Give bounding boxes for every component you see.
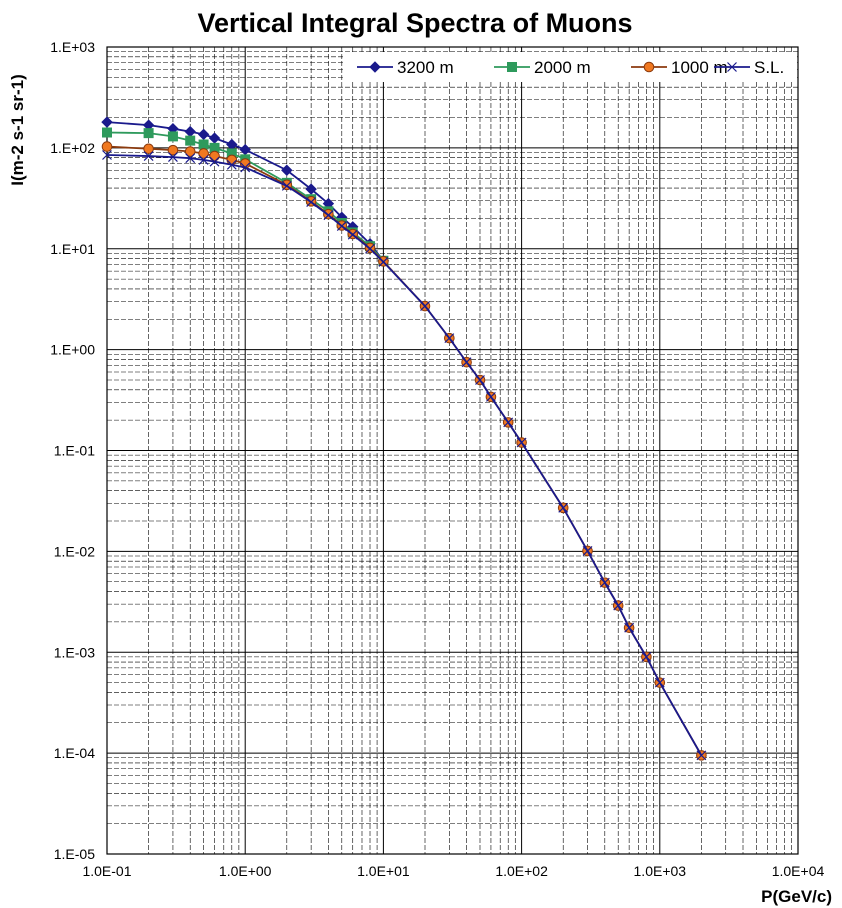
data-point-s-l: [641, 651, 652, 662]
data-point-2000-m: [143, 128, 154, 139]
data-point-s-l: [624, 622, 635, 633]
data-point-s-l: [654, 677, 665, 688]
x-tick-label: 1.0E+04: [772, 863, 825, 879]
plot-area-frame: [106, 46, 799, 855]
data-point-1000-m: [101, 141, 113, 152]
data-point-2000-m: [167, 131, 178, 142]
data-point-1000-m: [209, 150, 220, 162]
legend-marker-s-l: [727, 62, 737, 72]
y-tick-label: 1.E+03: [50, 39, 95, 55]
data-point-3200-m: [239, 143, 251, 156]
data-point-s-l: [599, 577, 610, 588]
data-point-s-l: [516, 437, 527, 448]
x-tick-label: 1.0E+01: [357, 863, 410, 879]
data-point-s-l: [336, 221, 347, 231]
data-point-1000-m: [143, 143, 154, 155]
data-point-s-l: [461, 357, 472, 368]
x-tick-label: 1.0E+02: [495, 863, 548, 879]
data-point-3200-m: [184, 125, 196, 138]
data-point-s-l: [240, 162, 251, 173]
chart-title: Vertical Integral Spectra of Muons: [197, 8, 632, 38]
data-point-3200-m: [101, 116, 113, 128]
legend-item-3200-m: 3200 m: [357, 58, 454, 77]
data-point-s-l: [365, 243, 375, 254]
data-point-s-l: [226, 159, 237, 170]
data-point-s-l: [444, 333, 455, 344]
data-point-1000-m: [167, 144, 179, 156]
legend-label-3200-m: 3200 m: [397, 58, 454, 77]
data-point-s-l: [281, 180, 292, 191]
y-tick-label: 1.E-03: [54, 644, 95, 660]
x-tick-label: 1.0E+00: [219, 863, 272, 879]
grid: [106, 47, 798, 855]
legend-item-1000-m: 1000 m: [631, 58, 728, 77]
data-point-1000-m: [198, 148, 209, 159]
data-point-s-l: [582, 546, 593, 556]
data-point-s-l: [420, 301, 430, 312]
legend-item-s-l: S.L.: [714, 58, 784, 77]
legend-marker-1000-m: [643, 61, 655, 73]
series-group: [101, 116, 707, 761]
y-tick-label: 1.E-01: [54, 443, 95, 459]
legend-label-1000-m: 1000 m: [671, 58, 728, 77]
data-point-s-l: [613, 600, 624, 611]
legend-marker-3200-m: [369, 61, 381, 73]
data-point-s-l: [185, 153, 196, 164]
data-point-s-l: [323, 210, 334, 221]
y-tick-label: 1.E+02: [50, 140, 95, 156]
legend-label-s-l: S.L.: [754, 58, 784, 77]
x-tick-label: 1.0E+03: [634, 863, 687, 879]
legend-item-2000-m: 2000 m: [494, 58, 591, 77]
data-point-2000-m: [102, 127, 112, 138]
tick-labels: 1.0E-01 1.0E+00 1.0E+01 1.0E+02 1.0E+03 1.0E+…: [50, 39, 824, 879]
y-tick-label: 1.E+01: [50, 241, 95, 257]
data-point-2000-m: [185, 135, 196, 146]
data-point-s-l: [696, 750, 707, 761]
data-point-2000-m: [198, 139, 209, 150]
y-tick-label: 1.E-04: [54, 745, 95, 761]
data-point-3200-m: [281, 164, 293, 176]
data-point-s-l: [503, 417, 514, 428]
data-point-3200-m: [208, 132, 221, 144]
data-point-s-l: [378, 257, 389, 267]
data-point-s-l: [475, 375, 485, 385]
series-s-l: [102, 150, 707, 761]
data-point-s-l: [486, 391, 496, 402]
data-point-s-l: [102, 150, 112, 160]
x-tick-label: 1.0E-01: [82, 863, 131, 879]
data-point-s-l: [347, 229, 358, 240]
legend: 3200 m 2000 m 1000 m S.L.: [345, 52, 797, 82]
data-point-1000-m: [184, 146, 196, 157]
data-point-s-l: [558, 502, 569, 513]
data-point-3200-m: [197, 128, 210, 141]
data-point-s-l: [198, 154, 209, 165]
data-point-s-l: [209, 156, 220, 167]
y-tick-label: 1.E-05: [54, 846, 95, 862]
legend-label-2000-m: 2000 m: [534, 58, 591, 77]
y-tick-label: 1.E-02: [54, 543, 95, 559]
data-point-s-l: [168, 152, 178, 163]
y-axis-label: I(m-2 s-1 sr-1): [8, 74, 27, 185]
series-line-s-l: [106, 154, 703, 756]
legend-marker-2000-m: [507, 62, 517, 72]
y-tick-label: 1.E+00: [50, 342, 95, 358]
x-axis-label: P(GeV/c): [761, 887, 832, 906]
data-point-s-l: [143, 151, 154, 161]
data-point-s-l: [306, 197, 317, 208]
data-point-3200-m: [305, 183, 317, 195]
